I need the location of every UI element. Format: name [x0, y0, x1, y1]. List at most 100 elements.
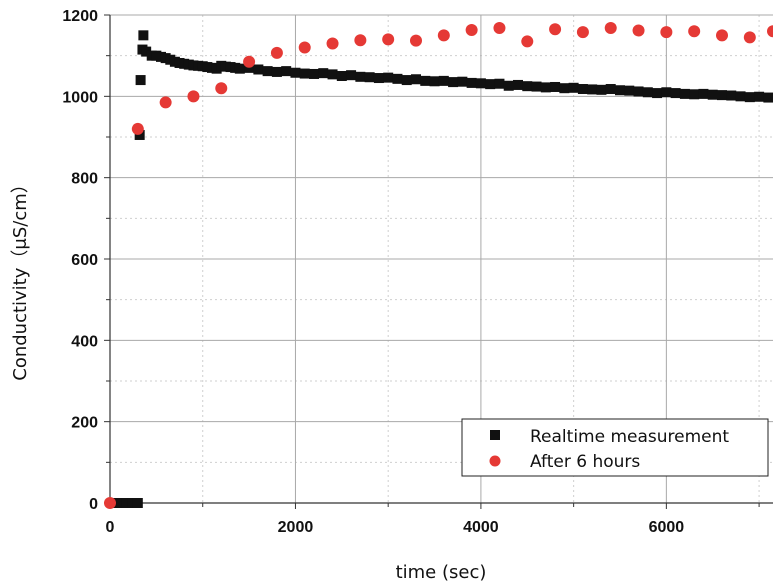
x-tick-label: 2000: [278, 519, 314, 536]
y-tick-label: 800: [71, 171, 98, 188]
data-point-square: [383, 72, 394, 83]
data-point-square: [735, 91, 746, 102]
data-point-square: [234, 63, 245, 74]
data-point-square: [355, 71, 366, 82]
data-point-square: [336, 71, 347, 81]
data-point-square: [754, 91, 765, 102]
data-point-square: [271, 66, 282, 77]
data-point-square: [577, 84, 588, 95]
data-point-circle: [104, 497, 116, 509]
data-point-circle: [243, 55, 256, 68]
series-realtime-measurement: [110, 30, 773, 508]
legend-box: [461, 418, 769, 477]
legend-label-realtime: Realtime measurement: [530, 427, 729, 447]
data-point-square: [135, 75, 146, 86]
data-point-square: [596, 84, 607, 95]
data-point-square: [726, 90, 737, 101]
data-point-square: [652, 88, 663, 99]
y-tick-label: 400: [71, 333, 98, 350]
data-point-square: [615, 85, 625, 96]
data-point-square: [744, 92, 755, 103]
data-point-square: [624, 85, 635, 96]
data-point-square: [141, 46, 152, 57]
data-point-square: [318, 68, 329, 79]
data-point-circle: [437, 29, 450, 42]
data-point-circle: [298, 41, 311, 54]
data-point-square: [244, 62, 255, 73]
data-point-circle: [270, 46, 283, 59]
data-point-square: [281, 66, 292, 77]
data-point-square: [411, 74, 421, 85]
data-point-square: [134, 129, 145, 140]
data-point-square: [494, 78, 505, 89]
data-point-square: [503, 80, 514, 91]
data-point-square: [689, 89, 700, 100]
data-point-square: [522, 81, 533, 92]
data-point-circle: [382, 33, 395, 46]
data-point-circle: [688, 25, 701, 38]
series-after-6-hours: [104, 22, 773, 509]
data-point-square: [448, 77, 459, 88]
data-point-square: [568, 82, 579, 93]
data-point-square: [373, 73, 384, 84]
y-tick-label: 1000: [62, 89, 98, 106]
data-point-square: [327, 69, 338, 80]
data-point-square: [392, 73, 403, 84]
x-tick-label: 4000: [463, 519, 499, 536]
data-point-square: [299, 68, 310, 79]
data-point-circle: [660, 26, 673, 39]
data-point-square: [309, 68, 319, 79]
data-point-square: [763, 92, 773, 103]
data-point-circle: [354, 34, 367, 47]
data-point-square: [698, 88, 709, 99]
y-tick-label: 600: [71, 252, 98, 269]
y-tick-label: 1200: [62, 8, 98, 25]
data-point-square: [717, 90, 727, 101]
data-point-circle: [716, 29, 728, 42]
data-point-circle: [131, 122, 144, 135]
data-point-square: [420, 75, 431, 86]
data-point-square: [475, 78, 486, 89]
data-point-circle: [410, 34, 422, 47]
data-point-square: [457, 76, 468, 87]
data-point-square: [116, 498, 127, 508]
data-point-square: [364, 72, 375, 83]
data-point-circle: [326, 37, 339, 50]
data-point-square: [559, 83, 570, 94]
data-point-square: [679, 88, 690, 99]
data-point-square: [466, 77, 477, 88]
data-point-square: [138, 30, 149, 41]
y-tick-label: 0: [89, 496, 98, 513]
data-point-square: [127, 498, 138, 508]
legend-marker-after-6-hours: [489, 455, 501, 467]
legend-marker-realtime: [490, 430, 500, 440]
data-point-square: [485, 79, 496, 90]
y-tick-label: 200: [71, 415, 98, 432]
data-point-square: [707, 89, 718, 100]
data-point-circle: [632, 24, 645, 37]
x-tick-label: 6000: [649, 519, 685, 536]
data-point-square: [132, 498, 143, 508]
data-point-square: [262, 66, 273, 77]
data-point-circle: [465, 24, 478, 37]
data-point-square: [401, 75, 412, 86]
data-point-square: [121, 498, 132, 508]
data-point-circle: [767, 25, 773, 38]
data-point-circle: [159, 96, 172, 109]
data-point-circle: [521, 35, 534, 48]
legend: Realtime measurement After 6 hours: [461, 418, 769, 477]
data-point-square: [661, 87, 672, 98]
y-tick-labels: 0 200 400 600 800 1000 1200: [62, 8, 98, 513]
data-point-square: [540, 82, 551, 93]
x-tick-labels: 0 2000 4000 6000: [106, 519, 685, 536]
data-point-square: [670, 88, 681, 99]
data-point-square: [550, 81, 561, 92]
data-point-square: [438, 75, 449, 86]
data-marks: [104, 22, 773, 509]
data-point-circle: [215, 82, 228, 95]
data-point-square: [605, 84, 616, 95]
data-point-square: [429, 76, 440, 87]
data-point-circle: [493, 22, 506, 35]
legend-label-after-6-hours: After 6 hours: [530, 452, 640, 472]
